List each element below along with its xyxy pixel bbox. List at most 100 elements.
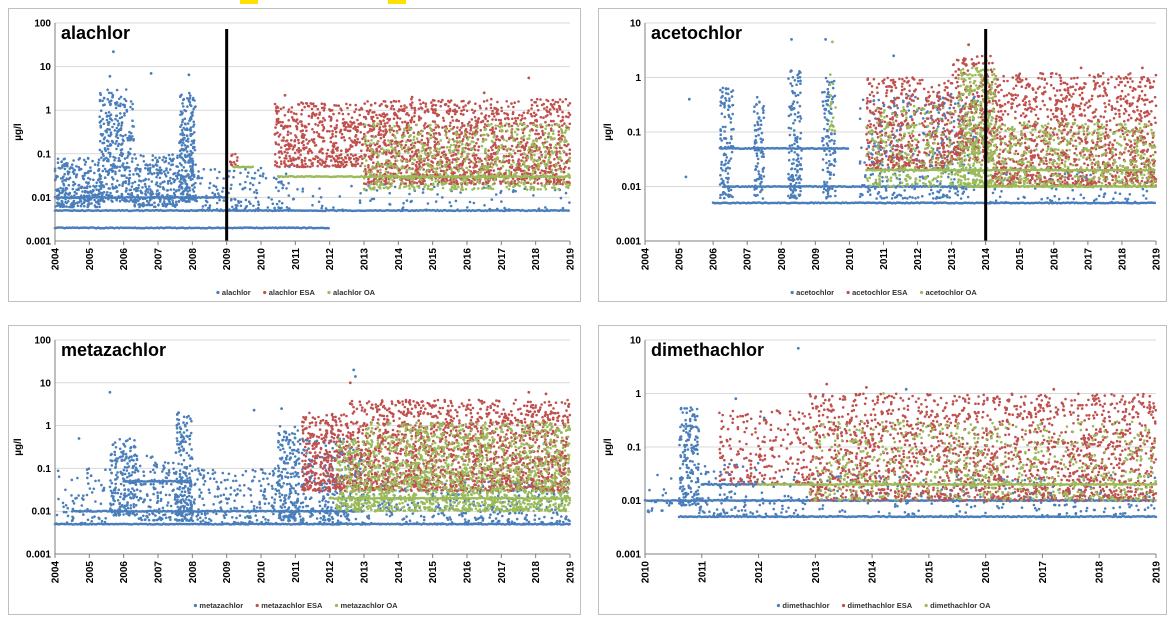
data-point (97, 190, 101, 193)
data-point (125, 176, 128, 179)
data-point (426, 140, 430, 144)
data-point (316, 124, 320, 127)
data-point (380, 147, 384, 150)
data-point (335, 119, 339, 122)
data-point (341, 163, 345, 166)
data-point (124, 99, 128, 103)
data-point (439, 158, 442, 162)
data-point (76, 204, 80, 208)
data-point (201, 205, 205, 208)
data-point (548, 108, 552, 111)
data-point (322, 161, 326, 164)
data-point (463, 159, 467, 163)
data-point (395, 159, 399, 163)
data-point (310, 102, 314, 106)
data-point (327, 154, 331, 158)
data-point (283, 114, 287, 117)
data-point (490, 122, 493, 126)
data-point (333, 104, 336, 107)
data-point (332, 206, 335, 209)
data-point (471, 136, 474, 139)
data-point (488, 178, 491, 181)
data-point (351, 140, 355, 144)
data-point (423, 159, 426, 163)
data-point (180, 147, 184, 151)
data-point (329, 136, 333, 140)
data-point (280, 152, 284, 155)
data-point (561, 110, 564, 114)
data-point (563, 131, 567, 134)
data-point (468, 181, 471, 184)
data-point (432, 128, 436, 132)
data-point (448, 138, 451, 141)
data-point (87, 204, 90, 208)
data-point (283, 160, 286, 163)
data-point (520, 122, 523, 126)
data-point (109, 103, 112, 107)
data-point (537, 132, 540, 136)
data-point (390, 184, 393, 188)
data-point (192, 120, 195, 124)
data-point (475, 122, 478, 125)
data-point (173, 172, 177, 175)
data-point (67, 183, 71, 187)
data-point (394, 100, 398, 103)
data-point (121, 182, 125, 185)
data-point (388, 164, 392, 167)
data-point (523, 127, 526, 130)
data-point (184, 128, 187, 131)
data-point (405, 168, 409, 172)
data-point (493, 133, 496, 136)
data-point (125, 165, 128, 169)
data-point (170, 182, 173, 185)
data-point (114, 196, 117, 200)
data-point (568, 176, 571, 179)
data-point (171, 159, 174, 162)
data-point (488, 207, 492, 211)
data-point (77, 200, 81, 204)
data-point (138, 170, 142, 173)
data-point (546, 182, 550, 186)
data-point (368, 173, 372, 177)
data-point (79, 204, 83, 208)
data-point (121, 142, 124, 145)
data-point (408, 159, 412, 162)
data-point (97, 169, 100, 172)
data-point (98, 205, 101, 209)
data-point (266, 206, 270, 209)
data-point (568, 159, 572, 163)
data-point (125, 187, 128, 190)
data-point (558, 164, 561, 168)
data-point (393, 162, 397, 166)
data-point (312, 157, 315, 160)
data-point (410, 116, 414, 119)
data-point (280, 162, 283, 166)
data-point (472, 201, 476, 205)
data-point (536, 188, 540, 191)
data-point (383, 139, 387, 142)
data-point (463, 171, 467, 174)
data-point (101, 169, 105, 173)
data-point (352, 121, 356, 125)
data-point (334, 135, 338, 138)
data-point (556, 110, 559, 114)
data-point (107, 91, 111, 95)
data-point (139, 189, 142, 193)
data-point (454, 184, 457, 188)
data-point (496, 100, 499, 104)
data-point (329, 140, 333, 144)
data-point (471, 154, 475, 157)
data-point (490, 162, 494, 165)
data-point (515, 166, 518, 170)
data-point (183, 136, 186, 140)
data-point (458, 128, 462, 132)
data-point (508, 173, 512, 176)
data-point (548, 136, 552, 139)
data-point (432, 182, 435, 186)
data-point (473, 144, 476, 148)
data-point (462, 108, 466, 111)
y-tick-label: 0.001 (26, 237, 51, 248)
data-point (485, 159, 488, 162)
data-point (154, 205, 157, 209)
data-point (430, 178, 434, 182)
